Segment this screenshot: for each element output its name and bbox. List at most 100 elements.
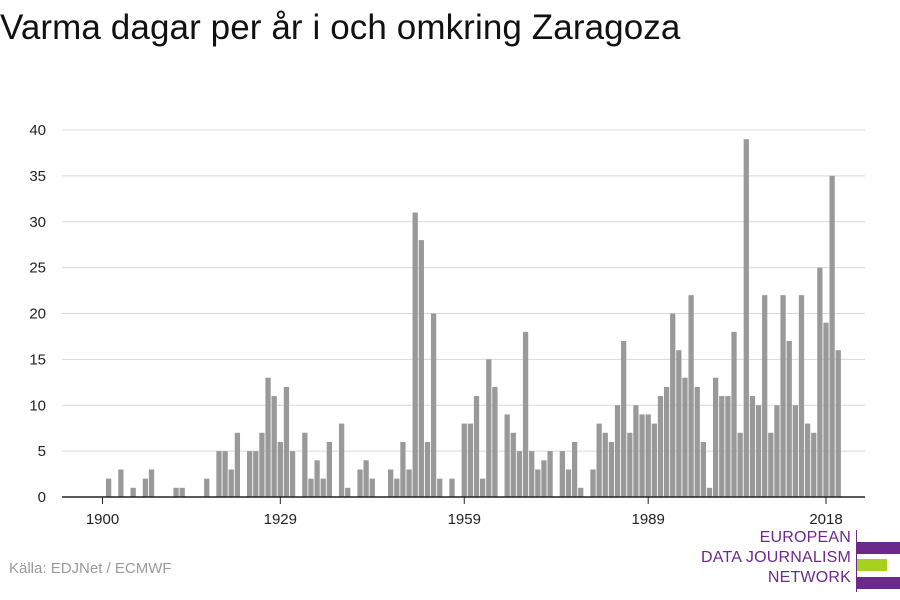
bar-2009	[768, 432, 774, 497]
bar-2010	[774, 405, 780, 497]
bar-1912	[173, 487, 179, 497]
bar-1931	[289, 451, 296, 498]
bar-2003	[731, 331, 737, 497]
bar-2016	[811, 432, 817, 497]
bar-2014	[798, 295, 805, 497]
bar-1983	[608, 441, 615, 497]
x-tick-label: 1959	[448, 511, 481, 528]
bar-1957	[449, 478, 455, 497]
bar-1991	[657, 396, 664, 497]
logo-bar-middle	[857, 559, 887, 571]
bar-1962	[480, 478, 486, 497]
bar-1925	[253, 451, 259, 498]
bar-1986	[627, 432, 633, 497]
bar-1981	[596, 423, 602, 497]
bar-1927	[265, 377, 271, 497]
x-tick-label: 1929	[264, 511, 297, 528]
bar-1969	[522, 331, 529, 497]
bar-2004	[737, 432, 743, 497]
y-tick-label: 25	[29, 260, 46, 277]
bar-1926	[259, 432, 265, 497]
bar-1988	[639, 414, 645, 497]
bar-1964	[492, 386, 498, 497]
bar-1996	[688, 295, 694, 497]
bar-1930	[283, 386, 290, 497]
bar-1977	[571, 441, 578, 497]
bar-2018	[823, 322, 829, 497]
bar-1971	[535, 469, 541, 497]
bar-2006	[749, 396, 756, 497]
bar-1999	[706, 487, 713, 497]
bar-1919	[216, 451, 222, 498]
logo-line-2: DATA JOURNALISM	[701, 549, 851, 566]
bar-1998	[700, 441, 707, 497]
y-tick-label: 30	[29, 214, 46, 231]
bar-1937	[326, 441, 332, 497]
bar-1939	[338, 423, 345, 497]
bar-1989	[645, 414, 651, 497]
bar-1934	[308, 478, 314, 497]
bar-2017	[817, 267, 823, 498]
y-tick-label: 0	[38, 489, 46, 506]
bar-1995	[682, 377, 688, 497]
bar-1920	[222, 451, 228, 498]
bar-1942	[357, 469, 363, 497]
bar-2015	[804, 423, 811, 497]
y-tick-label: 35	[29, 168, 46, 185]
bar-1950	[406, 469, 412, 497]
logo-bar-top	[857, 542, 900, 554]
x-axis	[62, 496, 865, 504]
y-tick-label: 5	[38, 443, 46, 460]
bar-1984	[614, 405, 621, 497]
bar-1990	[651, 423, 657, 497]
bar-2008	[762, 295, 768, 497]
logo-separator	[856, 530, 857, 592]
bar-1992	[663, 386, 670, 497]
logo-text: EUROPEAN DATA JOURNALISM NETWORK	[701, 528, 851, 588]
bar-1961	[473, 396, 480, 497]
bar-1949	[400, 441, 406, 497]
bar-1963	[486, 359, 492, 498]
bar-1985	[621, 341, 627, 497]
bar-1973	[547, 451, 553, 498]
bar-1948	[394, 478, 400, 497]
bar-2019	[829, 175, 835, 498]
bars	[105, 139, 841, 498]
bar-1901	[105, 478, 112, 497]
bar-2012	[786, 341, 792, 497]
bar-2020	[835, 350, 841, 497]
bar-1972	[541, 460, 547, 497]
y-axis-labels: 0 5 10 15 20 25 30 35 40	[29, 122, 46, 506]
logo-line-3: NETWORK	[767, 569, 851, 586]
y-tick-label: 15	[29, 351, 46, 368]
bar-2013	[792, 405, 798, 497]
bar-1951	[412, 212, 418, 497]
bar-1907	[142, 478, 149, 497]
chart-title: Varma dagar per år i och omkring Zaragoz…	[0, 8, 681, 47]
y-tick-label: 20	[29, 306, 46, 323]
x-tick-label: 1989	[632, 511, 665, 528]
bar-1935	[314, 460, 320, 497]
bar-1955	[437, 478, 443, 497]
source-note: Källa: EDJNet / ECMWF	[9, 560, 172, 577]
bar-1947	[388, 469, 394, 497]
bar-1966	[504, 414, 510, 497]
x-axis-labels: 1900 1929 1959 1989 2018	[86, 511, 843, 528]
bar-1970	[529, 451, 535, 498]
bar-1940	[345, 487, 351, 497]
bar-1936	[320, 478, 326, 497]
bar-1960	[467, 423, 474, 497]
x-tick-label: 1900	[86, 511, 119, 528]
bar-1908	[148, 469, 155, 497]
bar-1905	[130, 487, 136, 497]
bar-1924	[247, 451, 253, 498]
bar-1953	[424, 441, 431, 497]
bar-1997	[694, 386, 700, 497]
bar-1959	[461, 423, 467, 497]
bar-1978	[578, 487, 584, 497]
bar-2011	[780, 295, 786, 497]
x-tick-label: 2018	[809, 511, 842, 528]
bar-1954	[430, 313, 437, 497]
bar-1928	[271, 396, 277, 497]
